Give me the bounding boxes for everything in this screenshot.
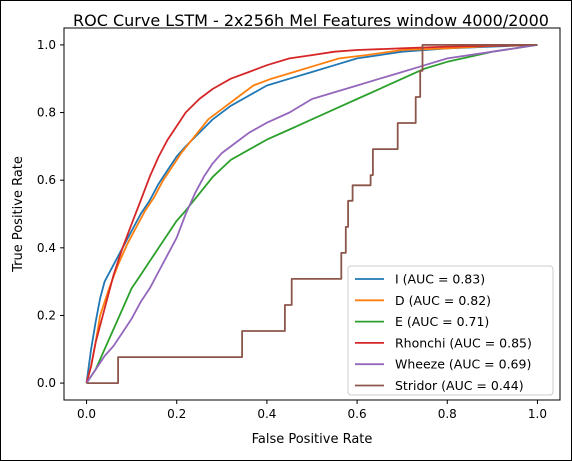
chart-title: ROC Curve LSTM - 2x256h Mel Features win… — [73, 11, 549, 30]
y-tick-label: 0.2 — [37, 308, 56, 322]
y-tick-label: 0.0 — [37, 376, 56, 390]
x-axis-label: False Positive Rate — [252, 432, 373, 447]
legend-label: Wheeze (AUC = 0.69) — [395, 357, 531, 372]
y-tick-label: 0.8 — [37, 106, 56, 120]
x-tick-label: 0.4 — [257, 407, 276, 421]
y-tick-label: 1.0 — [37, 38, 56, 52]
series-layer — [85, 44, 538, 384]
x-tick-label: 0.6 — [348, 407, 367, 421]
legend-label: Stridor (AUC = 0.44) — [395, 378, 524, 393]
legend-label: I (AUC = 0.83) — [395, 272, 485, 287]
legend-label: D (AUC = 0.82) — [395, 293, 491, 308]
legend-label: E (AUC = 0.71) — [395, 314, 489, 329]
y-axis-ticks: 0.0 0.2 0.4 0.6 0.8 1.0 — [37, 38, 64, 390]
legend-label: Rhonchi (AUC = 0.85) — [395, 335, 532, 350]
y-tick-label: 0.4 — [37, 241, 56, 255]
legend: I (AUC = 0.83) D (AUC = 0.82) E (AUC = 0.7… — [347, 265, 554, 396]
plot-border — [63, 27, 561, 401]
x-tick-label: 1.0 — [528, 407, 547, 421]
legend-box — [347, 265, 554, 396]
series-line-2 — [85, 44, 538, 384]
x-axis-ticks: 0.0 0.2 0.4 0.6 0.8 1.0 — [77, 400, 547, 421]
y-axis-label: True Positive Rate — [11, 156, 26, 273]
x-tick-label: 0.0 — [77, 407, 96, 421]
x-tick-label: 0.2 — [167, 407, 186, 421]
series-line-3 — [85, 44, 538, 384]
series-line-5 — [86, 44, 538, 384]
series-line-4 — [85, 44, 538, 384]
y-tick-label: 0.6 — [37, 173, 56, 187]
x-tick-label: 0.8 — [438, 407, 457, 421]
